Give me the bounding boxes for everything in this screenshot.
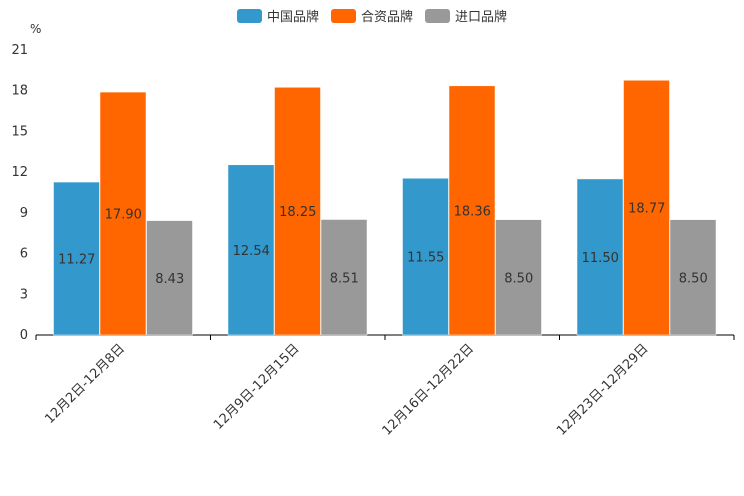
y-tick-label: 12 — [11, 165, 28, 180]
legend-swatch-import-brand — [425, 8, 450, 23]
bar-value-label: 18.36 — [454, 204, 491, 219]
y-axis-unit-label: % — [30, 22, 42, 36]
legend-item-china-brand[interactable]: 中国品牌 — [236, 6, 319, 25]
legend-label-import-brand: 进口品牌 — [455, 10, 508, 25]
bar — [576, 178, 624, 336]
y-tick-label: 0 — [20, 328, 28, 343]
bar-value-label: 8.50 — [504, 271, 533, 286]
x-category-label: 12月16日-12月22日 — [380, 341, 477, 438]
x-category-label: 12月2日-12月8日 — [42, 341, 128, 427]
bar-value-label: 17.90 — [105, 208, 142, 223]
bar — [448, 85, 496, 336]
bar-value-label: 11.27 — [58, 253, 95, 268]
y-tick-label: 9 — [20, 206, 28, 221]
bar — [495, 219, 542, 336]
y-tick-label: 6 — [20, 247, 28, 262]
x-category-label: 12月9日-12月15日 — [211, 341, 303, 433]
bar — [669, 219, 717, 336]
bar — [274, 87, 321, 336]
bar — [623, 80, 670, 336]
bar-value-label: 11.50 — [582, 251, 619, 266]
legend-label-joint-venture-brand: 合资品牌 — [360, 10, 413, 25]
y-tick-label: 3 — [20, 287, 28, 302]
bar — [146, 220, 193, 336]
bar-value-label: 8.51 — [330, 271, 359, 286]
chart-legend: 中国品牌 合资品牌 进口品牌 — [0, 6, 744, 25]
x-category-label: 12月23日-12月29日 — [554, 341, 651, 438]
bar-value-label: 12.54 — [233, 244, 270, 259]
bar-value-label: 8.50 — [679, 271, 708, 286]
legend-swatch-joint-venture-brand — [330, 8, 356, 23]
legend-swatch-china-brand — [236, 8, 262, 23]
bar — [320, 219, 368, 336]
bar — [227, 164, 275, 336]
legend-item-import-brand[interactable]: 进口品牌 — [425, 6, 507, 25]
bar — [402, 178, 449, 336]
bar-value-label: 11.55 — [407, 251, 444, 266]
y-tick-label: 21 — [11, 43, 28, 58]
y-tick-label: 18 — [11, 84, 28, 99]
bar — [53, 181, 100, 336]
bar-value-label: 18.77 — [628, 202, 665, 217]
bar — [99, 91, 147, 336]
legend-item-joint-venture-brand[interactable]: 合资品牌 — [330, 6, 413, 25]
y-tick-label: 15 — [11, 124, 28, 139]
legend-label-china-brand: 中国品牌 — [266, 10, 319, 25]
bar-value-label: 18.25 — [279, 205, 316, 220]
bar-value-label: 8.43 — [155, 272, 184, 287]
